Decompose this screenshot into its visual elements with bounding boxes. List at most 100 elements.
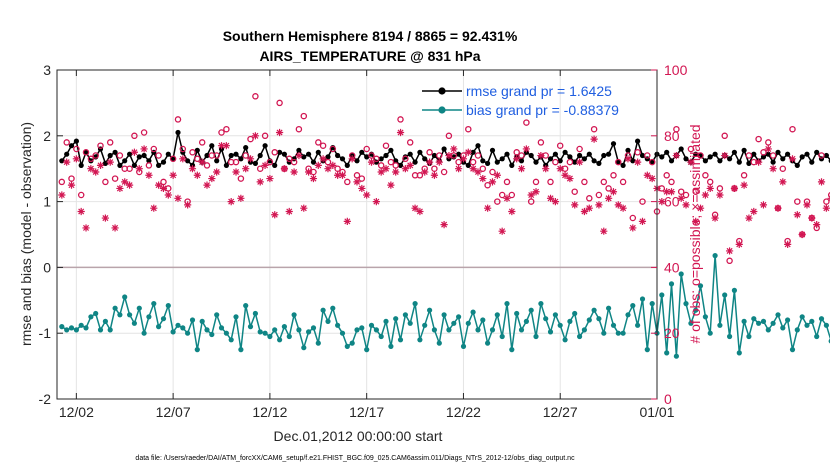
rmse-point-16 [136,154,142,160]
obs-assimilated-point-2 [67,181,76,189]
rmse-point-110 [591,158,597,164]
obs-assimilated-point-107 [575,158,584,166]
obs-assimilated-point-0 [58,191,66,199]
rmse-point-71 [402,154,408,160]
obs-possible-point-39 [247,135,254,143]
obs-possible-point-59 [344,178,351,186]
bias-point-55 [325,318,331,324]
obs-possible-point-4 [77,191,85,199]
obs-possible-point-44 [271,149,278,156]
bias-point-152 [794,327,800,333]
rmse-point-15 [131,162,137,168]
obs-assimilated-point-115 [614,201,622,209]
rmse-point-136 [717,158,723,164]
obs-possible-point-3 [73,145,80,153]
obs-possible-point-32 [213,152,220,159]
rmse-point-53 [315,149,321,155]
obs-assimilated-point-74 [416,207,424,216]
obs-assimilated-point-57 [334,171,342,179]
legend-rmse-label: rmse grand pr = 1.6425 [466,83,612,99]
bias-point-102 [552,312,559,318]
obs-assimilated-point-122 [648,174,656,183]
rmse-point-69 [393,158,399,164]
bias-point-116 [620,330,626,336]
obs-assimilated-point-23 [169,171,177,179]
bias-point-97 [528,307,534,313]
bias-point-89 [489,327,496,333]
bias-point-61 [354,327,360,333]
rmse-point-10 [107,152,113,159]
rmse-point-1 [64,151,70,157]
obs-possible-point-57 [334,165,341,172]
bias-point-63 [364,347,370,353]
series-bias [59,253,830,359]
legend-bias-marker [438,106,446,114]
bias-point-86 [475,327,481,333]
obs-possible-point-65 [373,155,380,163]
obs-possible-point-9 [102,178,109,186]
obs-assimilated-point-157 [817,178,826,186]
obs-assimilated-point-132 [696,204,705,212]
bias-point-79 [441,312,447,318]
rmse-point-152 [794,162,800,168]
obs-assimilated-point-68 [387,181,395,189]
obs-possible-point-129 [682,191,690,199]
y-right-tick-labels: 0 20 40 60 80 100 [664,62,688,407]
bias-point-83 [460,343,467,349]
obs-assimilated-point-77 [430,171,439,179]
rmse-point-21 [160,159,167,165]
obs-possible-point-119 [634,149,641,156]
bias-point-35 [228,337,234,343]
bias-point-156 [814,333,820,340]
rmse-point-51 [306,151,312,157]
obs-assimilated-point-61 [353,178,361,186]
bias-point-15 [131,320,137,326]
bias-point-28 [194,347,200,353]
obs-possible-point-77 [431,165,438,172]
rmse-point-18 [146,158,152,164]
obs-assimilated-point-43 [266,174,274,183]
bias-point-21 [160,316,167,322]
obs-possible-point-130 [687,145,695,153]
obs-possible-point-0 [58,178,66,186]
obs-assimilated-point-70 [396,128,405,137]
bias-point-147 [770,320,776,326]
grid-lines [57,69,658,400]
obs-possible-point-30 [203,162,211,169]
bias-point-94 [514,310,520,317]
obs-assimilated-point-25 [179,155,187,163]
obs-assimilated-point-146 [764,145,772,153]
obs-possible-point-111 [595,191,603,199]
obs-assimilated-point-16 [135,165,143,173]
obs-possible-point-54 [319,142,327,149]
bias-point-27 [189,317,196,323]
bias-point-144 [756,320,762,326]
rmse-point-87 [480,158,486,164]
bias-point-23 [170,329,176,335]
bias-point-148 [775,312,781,318]
obs-assimilated-point-151 [788,155,797,163]
bias-point-18 [146,314,152,320]
bias-point-17 [141,330,147,336]
obs-assimilated-point-156 [813,221,821,229]
bias-point-72 [407,320,413,326]
obs-possible-point-28 [194,155,201,163]
bias-point-141 [741,318,747,324]
obs-possible-point-106 [571,188,578,195]
obs-possible-point-76 [426,149,433,156]
obs-possible-point-159 [827,191,830,199]
obs-possible-point-105 [566,158,574,166]
rmse-point-31 [209,143,215,149]
obs-possible-point-132 [697,152,704,159]
bias-point-81 [451,320,457,326]
bias-point-155 [809,318,815,324]
rmse-point-23 [170,156,176,162]
obs-assimilated-point-135 [711,214,719,222]
rmse-point-75 [422,156,428,162]
bias-point-12 [117,312,123,318]
obs-assimilated-point-24 [174,194,182,202]
obs-assimilated-point-117 [624,155,632,163]
bias-point-139 [731,287,738,293]
obs-assimilated-point-8 [96,161,105,170]
obs-assimilated-point-137 [721,151,729,160]
